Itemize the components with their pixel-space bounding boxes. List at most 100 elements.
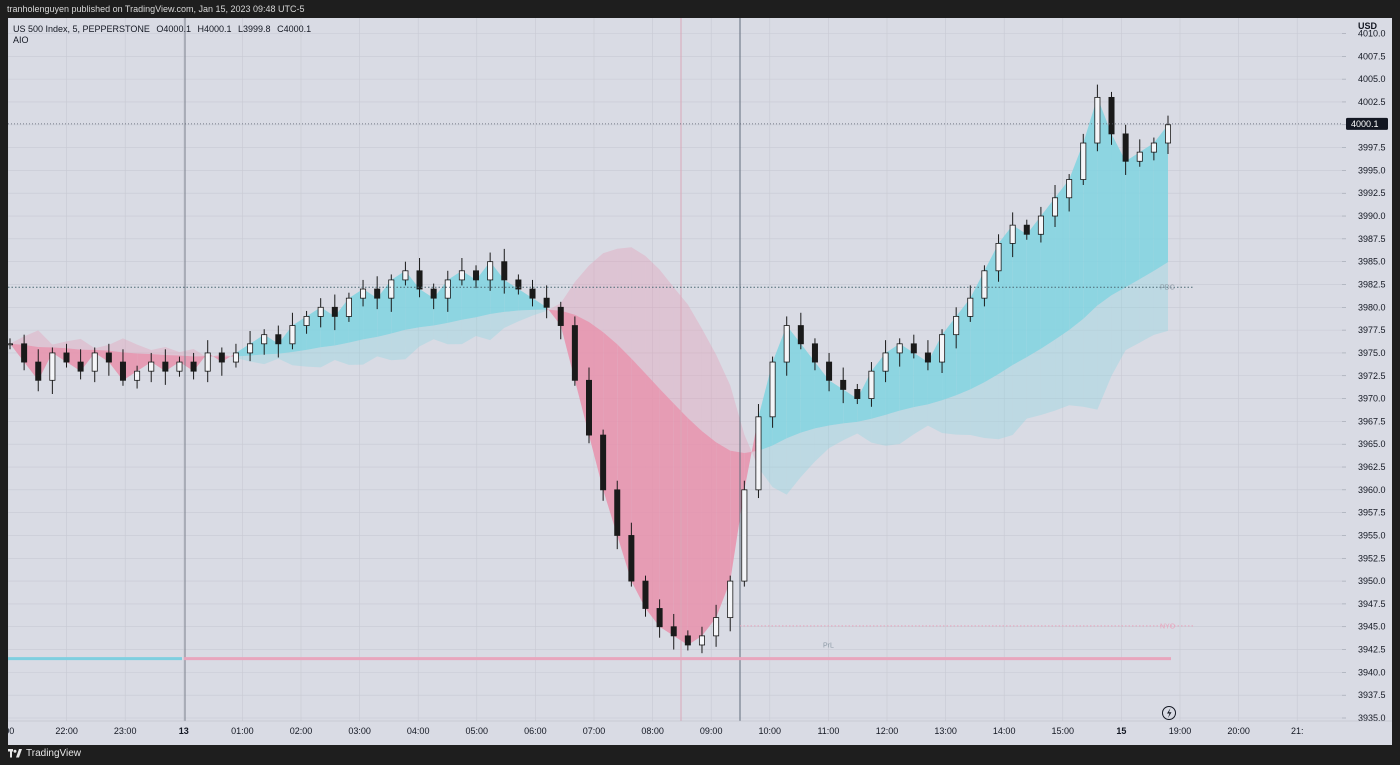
candle-up[interactable] bbox=[91, 352, 98, 372]
candle-up[interactable] bbox=[317, 306, 324, 317]
candle-up[interactable] bbox=[1080, 142, 1087, 180]
candle-up[interactable] bbox=[698, 635, 705, 646]
candle-down[interactable] bbox=[63, 352, 70, 363]
candle-up[interactable] bbox=[303, 316, 310, 326]
candle-down[interactable] bbox=[1122, 133, 1129, 162]
candle-down[interactable] bbox=[600, 434, 607, 491]
candle-down[interactable] bbox=[1108, 96, 1115, 135]
candle-down[interactable] bbox=[218, 352, 225, 363]
candle-up[interactable] bbox=[783, 325, 790, 363]
candle-down[interactable] bbox=[529, 288, 536, 299]
candle-up[interactable] bbox=[487, 261, 494, 281]
candle-up[interactable] bbox=[769, 361, 776, 418]
candle-up[interactable] bbox=[1136, 151, 1143, 162]
candle-down[interactable] bbox=[105, 352, 112, 363]
y-tick-label: 3987.5 bbox=[1358, 234, 1386, 244]
candle-up[interactable] bbox=[232, 352, 239, 363]
candle-up[interactable] bbox=[1066, 179, 1073, 199]
candle-up[interactable] bbox=[148, 361, 155, 372]
candle-down[interactable] bbox=[854, 389, 861, 399]
candle-down[interactable] bbox=[797, 325, 804, 345]
candle-up[interactable] bbox=[741, 489, 748, 582]
candle-up[interactable] bbox=[1037, 215, 1044, 235]
candle-up[interactable] bbox=[939, 334, 946, 363]
candle-up[interactable] bbox=[49, 352, 56, 381]
candle-up[interactable] bbox=[402, 270, 409, 281]
candle-down[interactable] bbox=[190, 361, 197, 372]
candle-up[interactable] bbox=[995, 243, 1002, 272]
candle-up[interactable] bbox=[134, 370, 141, 381]
tradingview-logo[interactable]: TradingView bbox=[8, 748, 81, 759]
candle-up[interactable] bbox=[8, 343, 13, 346]
candle-up[interactable] bbox=[981, 270, 988, 299]
candle-down[interactable] bbox=[77, 361, 84, 372]
candle-down[interactable] bbox=[811, 343, 818, 363]
candle-down[interactable] bbox=[826, 361, 833, 381]
candle-up[interactable] bbox=[1052, 197, 1059, 217]
candle-down[interactable] bbox=[684, 635, 691, 646]
candle-down[interactable] bbox=[35, 361, 42, 381]
candle-down[interactable] bbox=[416, 270, 423, 290]
candle-up[interactable] bbox=[289, 325, 296, 345]
candle-up[interactable] bbox=[1094, 96, 1101, 144]
candle-down[interactable] bbox=[586, 379, 593, 436]
candle-up[interactable] bbox=[882, 352, 889, 372]
candle-up[interactable] bbox=[1009, 224, 1016, 244]
candle-up[interactable] bbox=[458, 270, 465, 281]
candle-down[interactable] bbox=[331, 306, 338, 317]
lightning-icon[interactable] bbox=[1162, 706, 1176, 720]
candle-up[interactable] bbox=[953, 316, 960, 336]
ohlc-low: L3999.8 bbox=[238, 24, 271, 34]
candle-down[interactable] bbox=[642, 580, 649, 609]
candle-up[interactable] bbox=[967, 297, 974, 317]
bull-cloud-band bbox=[786, 432, 801, 495]
last-price-badge[interactable] bbox=[1346, 117, 1388, 130]
bear-cloud bbox=[137, 353, 152, 372]
y-tick-label: 4007.5 bbox=[1358, 51, 1386, 61]
y-tick-label: 4005.0 bbox=[1358, 74, 1386, 84]
candle-down[interactable] bbox=[501, 261, 508, 281]
candle-down[interactable] bbox=[924, 352, 931, 363]
candle-down[interactable] bbox=[21, 343, 28, 363]
bear-cloud-band bbox=[221, 353, 236, 359]
candle-down[interactable] bbox=[670, 626, 677, 637]
candle-up[interactable] bbox=[727, 580, 734, 619]
candle-up[interactable] bbox=[868, 370, 875, 399]
candle-up[interactable] bbox=[388, 279, 395, 299]
candle-down[interactable] bbox=[571, 325, 578, 381]
candle-up[interactable] bbox=[261, 334, 268, 345]
candle-up[interactable] bbox=[176, 361, 183, 372]
candle-down[interactable] bbox=[840, 379, 847, 390]
candle-down[interactable] bbox=[119, 361, 126, 381]
candle-up[interactable] bbox=[713, 617, 720, 637]
candle-up[interactable] bbox=[204, 352, 211, 372]
candle-down[interactable] bbox=[430, 288, 437, 299]
candle-up[interactable] bbox=[755, 416, 762, 491]
candle-down[interactable] bbox=[473, 270, 480, 281]
candle-down[interactable] bbox=[374, 288, 381, 299]
candle-up[interactable] bbox=[360, 288, 367, 299]
candle-up[interactable] bbox=[247, 343, 254, 354]
candle-down[interactable] bbox=[656, 608, 663, 628]
candle-down[interactable] bbox=[557, 306, 564, 326]
candle-up[interactable] bbox=[896, 343, 903, 354]
candle-down[interactable] bbox=[614, 489, 621, 536]
candle-up[interactable] bbox=[1150, 142, 1157, 153]
x-tick-label: 04:00 bbox=[407, 726, 430, 736]
symbol-line[interactable]: US 500 Index, 5, PEPPERSTONE bbox=[13, 24, 150, 34]
bear-cloud-band bbox=[165, 346, 180, 356]
candle-down[interactable] bbox=[628, 535, 635, 582]
candle-up[interactable] bbox=[444, 279, 451, 299]
candle-down[interactable] bbox=[1023, 224, 1030, 235]
candle-down[interactable] bbox=[515, 279, 522, 290]
candle-down[interactable] bbox=[543, 297, 550, 308]
candle-down[interactable] bbox=[162, 361, 169, 372]
ohlc-high: H4000.1 bbox=[197, 24, 232, 34]
candle-up[interactable] bbox=[345, 297, 352, 317]
candle-down[interactable] bbox=[275, 334, 282, 345]
indicator-name[interactable]: AIO bbox=[13, 35, 29, 45]
candle-down[interactable] bbox=[910, 343, 917, 354]
candle-up[interactable] bbox=[1165, 124, 1172, 144]
